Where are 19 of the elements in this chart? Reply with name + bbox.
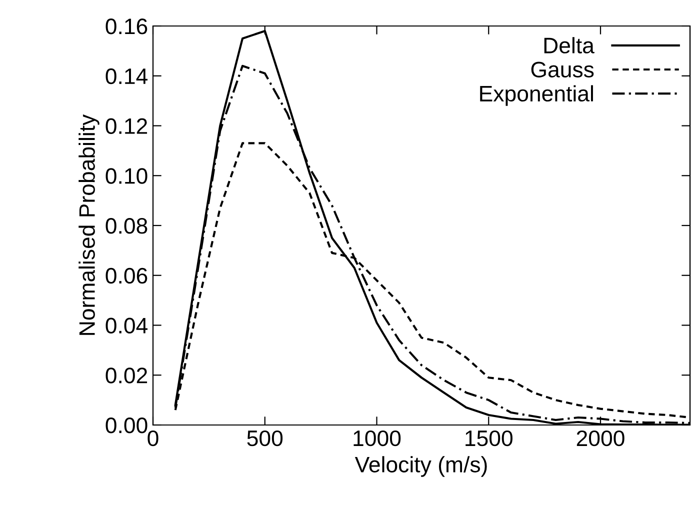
y-tick-label: 0.04 [106,318,148,334]
y-tick-label: 0.02 [106,368,148,384]
legend-label: Exponential [480,85,593,106]
x-tick-label: 1000 [354,430,401,446]
y-axis-title: Normalised Probability [78,114,100,335]
y-tick-label: 0.10 [106,168,148,184]
x-tick-label: 0 [148,430,158,446]
x-tick-label: 1500 [466,430,512,446]
x-axis-title: Velocity (m/s) [354,456,487,477]
y-tick-label: 0.16 [106,18,148,34]
y-tick-label: 0.00 [106,418,148,434]
x-tick-label: 500 [247,430,283,446]
x-tick-label: 2000 [576,430,624,446]
y-tick-label: 0.14 [106,68,148,84]
y-tick-label: 0.12 [106,118,148,134]
legend-label: Gauss [531,62,594,78]
legend-label: Delta [544,37,594,54]
y-tick-label: 0.08 [106,218,148,234]
y-tick-label: 0.06 [106,268,148,284]
